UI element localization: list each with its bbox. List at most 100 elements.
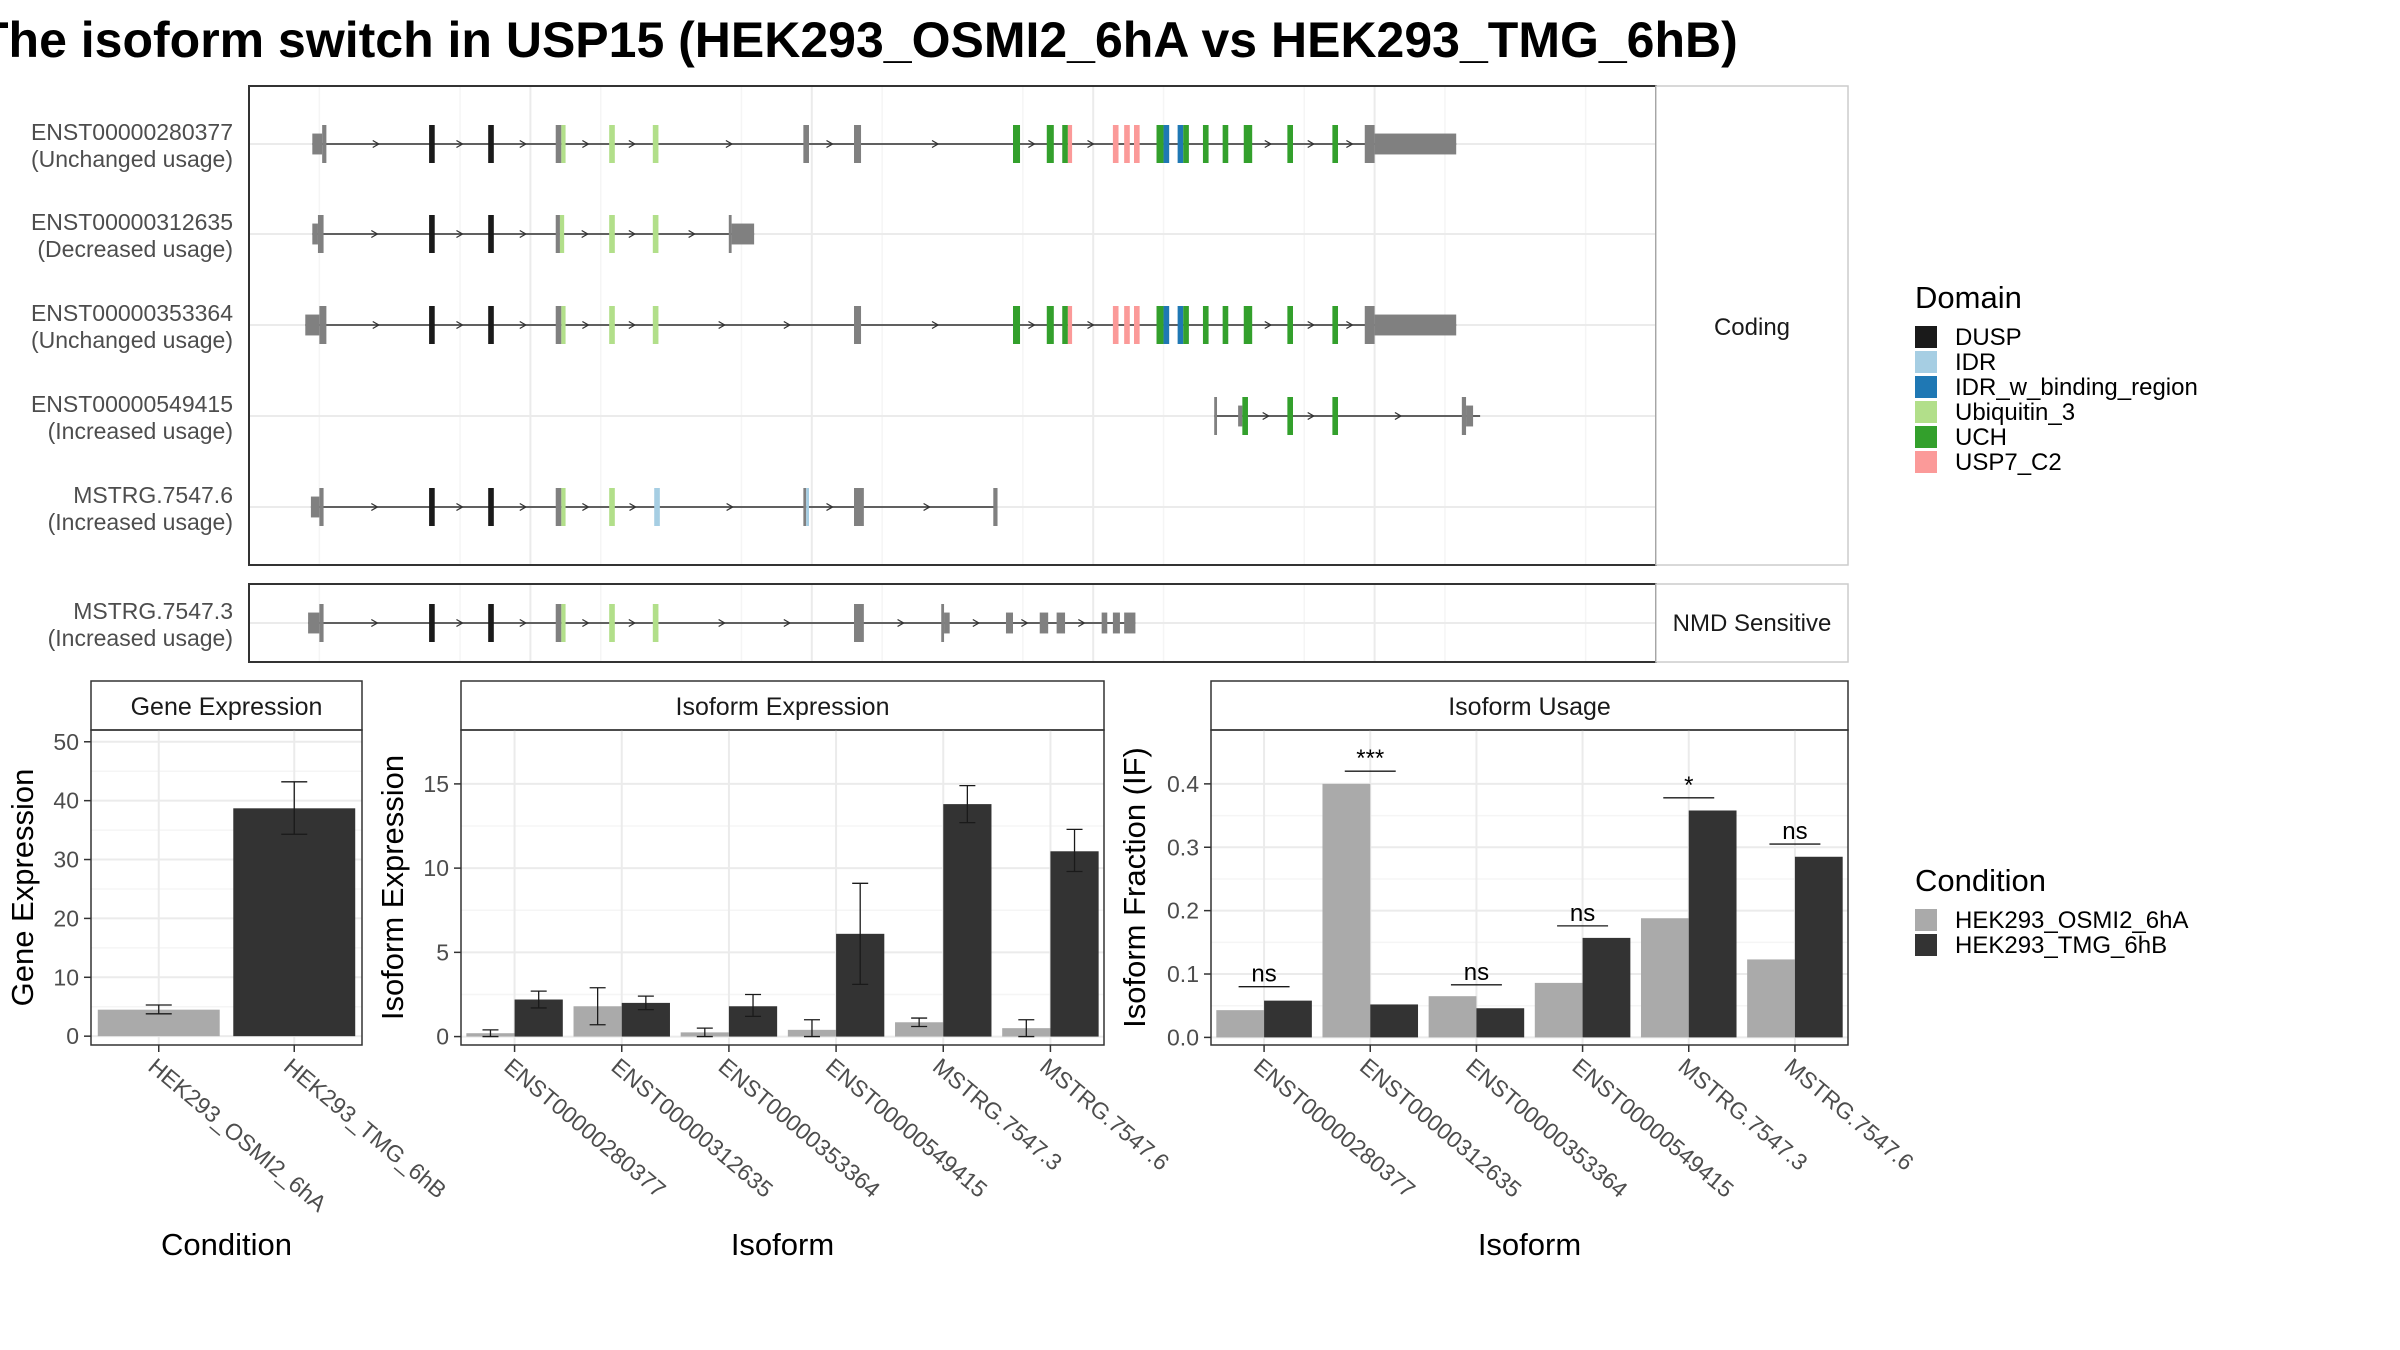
transcript-id-label: MSTRG.7547.6	[73, 482, 233, 508]
y-tick-label: 0	[66, 1023, 79, 1049]
x-axis-title: Isoform	[731, 1227, 834, 1262]
exon-DUSP	[429, 488, 435, 526]
error-bar	[911, 1017, 928, 1028]
direction-arrow	[456, 618, 464, 628]
y-axis-title: Isoform Expression	[375, 755, 410, 1020]
exon-UCH	[1156, 306, 1164, 344]
legend-swatch	[1915, 451, 1937, 473]
exon-UCH	[1013, 306, 1021, 344]
exon-nc	[1466, 405, 1474, 427]
exon-Ubiquitin_3	[652, 125, 659, 163]
exon-IDR_w_binding_region	[1163, 306, 1170, 344]
direction-arrow	[628, 229, 637, 239]
exon-UCH	[1332, 306, 1339, 344]
exon-UCH	[1242, 397, 1248, 435]
legend-item-label: HEK293_TMG_6hB	[1955, 932, 2167, 959]
transcript-usage-label: (Unchanged usage)	[31, 146, 233, 172]
bar	[1428, 996, 1477, 1038]
panel-strip	[1655, 583, 1849, 663]
error-bar	[530, 990, 547, 1009]
x-axis-title: Condition	[161, 1227, 292, 1262]
exon-USP7_C2	[1112, 125, 1119, 163]
error-bar	[1018, 1019, 1035, 1038]
direction-arrow	[923, 502, 931, 512]
exon-USP7_C2	[1067, 125, 1073, 163]
direction-arrow	[783, 320, 792, 330]
exon-IDR_w_binding_region	[1177, 125, 1184, 163]
direction-arrow	[456, 229, 464, 239]
direction-arrow	[1028, 139, 1036, 149]
exon-nc	[1056, 612, 1066, 634]
exon-Ubiquitin_3	[561, 125, 566, 163]
direction-arrow	[1021, 618, 1029, 628]
direction-arrow	[783, 618, 792, 628]
direction-arrow	[897, 618, 905, 628]
exon-DUSP	[429, 306, 435, 344]
chart-1: Isoform Expression051015ENST00000280377E…	[375, 680, 1174, 1262]
exon-Ubiquitin_3	[652, 215, 659, 253]
exon-nc	[854, 604, 864, 642]
chart-title: Isoform Usage	[1448, 693, 1611, 721]
direction-arrow	[1264, 320, 1273, 330]
bar	[1534, 982, 1583, 1038]
transcript-usage-label: (Increased usage)	[48, 509, 233, 535]
significance-label: ns	[1251, 961, 1276, 988]
panel-strip-label: NMD Sensitive	[1673, 610, 1832, 637]
exon-UCH	[1332, 397, 1339, 435]
direction-arrow	[582, 139, 590, 149]
exon-UCH	[1287, 125, 1293, 163]
direction-arrow	[519, 139, 528, 149]
direction-arrow	[519, 502, 528, 512]
legend-item-label: USP7_C2	[1955, 449, 2062, 476]
exon-USP7_C2	[1124, 125, 1130, 163]
exon-DUSP	[488, 604, 494, 642]
bar	[1582, 937, 1631, 1038]
exon-USP7_C2	[1124, 306, 1130, 344]
transcript-usage-label: (Increased usage)	[48, 418, 233, 444]
exon-UCH	[1287, 397, 1293, 435]
legend-swatch	[1915, 351, 1937, 373]
direction-arrow	[1087, 139, 1095, 149]
direction-arrow	[372, 139, 381, 149]
direction-arrow	[1264, 139, 1273, 149]
error-bar	[959, 784, 976, 824]
direction-arrow	[582, 618, 590, 628]
exon-UCH	[1046, 125, 1054, 163]
bar	[1688, 810, 1737, 1038]
error-bar	[803, 1019, 820, 1038]
direction-arrow	[1078, 618, 1086, 628]
direction-arrow	[582, 320, 590, 330]
exon-nc	[317, 215, 324, 253]
y-tick-label: 0.3	[1167, 834, 1199, 860]
exon-DUSP	[429, 215, 435, 253]
exon-DUSP	[488, 125, 494, 163]
exon-nc	[312, 223, 318, 245]
legend-item-label: DUSP	[1955, 324, 2022, 351]
bar	[1322, 783, 1371, 1038]
exon-UCH	[1243, 125, 1253, 163]
exon-nc	[555, 125, 562, 163]
bar	[1640, 918, 1689, 1038]
exon-nc	[1124, 612, 1136, 634]
transcript-usage-label: (Unchanged usage)	[31, 327, 233, 353]
direction-arrow	[718, 320, 726, 330]
direction-arrow	[456, 139, 464, 149]
exon-UCH	[1202, 125, 1209, 163]
y-tick-label: 30	[53, 847, 79, 873]
exon-USP7_C2	[1112, 306, 1119, 344]
exon-nc	[803, 125, 809, 163]
significance-label: *	[1684, 772, 1693, 799]
transcript-id-label: ENST00000353364	[31, 300, 233, 326]
exon-UCH	[1222, 125, 1229, 163]
exon-nc	[1374, 133, 1457, 155]
exon-nc	[1005, 612, 1014, 634]
direction-arrow	[519, 320, 528, 330]
exon-nc	[1039, 612, 1049, 634]
chart-strip	[460, 680, 1105, 731]
legend-swatch	[1915, 401, 1937, 423]
legend-swatch	[1915, 326, 1937, 348]
error-bar	[852, 882, 869, 986]
direction-arrow	[1307, 411, 1315, 421]
exon-UCH	[1183, 125, 1189, 163]
